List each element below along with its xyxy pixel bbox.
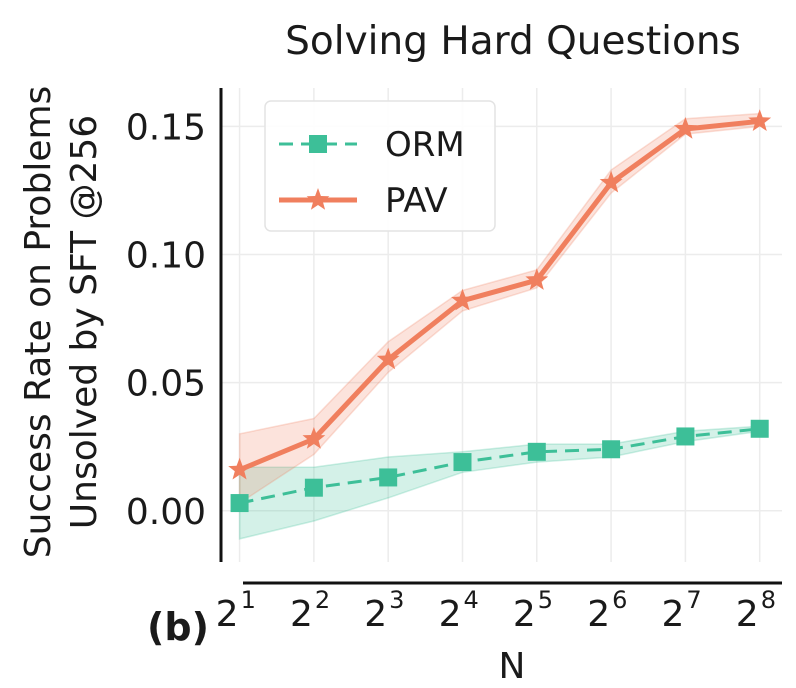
x-tick-label-2: 2 xyxy=(364,594,387,635)
legend-marker-pav xyxy=(306,188,330,210)
y-tick-label-0: 0.00 xyxy=(126,492,206,533)
x-tick-label-3: 2 xyxy=(439,594,462,635)
x-tick-exponent-2: 3 xyxy=(389,586,404,614)
x-tick-label-5: 2 xyxy=(587,594,610,635)
chart-title: Solving Hard Questions xyxy=(285,19,741,64)
pav-confidence-band xyxy=(238,112,761,505)
series-lines xyxy=(238,118,760,505)
pav-line xyxy=(238,118,760,473)
x-tick-label-4: 2 xyxy=(513,594,536,635)
legend: ORM PAV xyxy=(264,100,496,232)
x-tick-exponent-0: 1 xyxy=(241,586,256,614)
orm-point-2 xyxy=(379,468,398,487)
x-tick-exponent-7: 8 xyxy=(761,586,776,614)
x-tick-label-6: 2 xyxy=(661,594,684,635)
legend-box xyxy=(264,100,496,232)
x-tick-label-7: 2 xyxy=(736,594,759,635)
legend-label-orm: ORM xyxy=(385,125,465,165)
x-tick-label-1: 2 xyxy=(290,594,313,635)
x-axis-label: N xyxy=(499,646,526,687)
pav-point-6 xyxy=(674,117,697,139)
x-tick-label-0: 2 xyxy=(216,594,239,635)
pav-point-0 xyxy=(228,457,251,480)
orm-line xyxy=(239,427,760,505)
orm-point-4 xyxy=(527,442,546,461)
y-tick-label-3: 0.15 xyxy=(126,107,206,148)
pav-point-3 xyxy=(451,288,474,311)
pav-point-1 xyxy=(302,427,326,449)
series-markers xyxy=(228,109,772,513)
x-tick-exponent-6: 7 xyxy=(686,586,701,614)
orm-point-0 xyxy=(230,494,249,513)
orm-point-1 xyxy=(304,478,323,497)
y-axis-label-line-1: Success Rate on Problems xyxy=(18,86,59,559)
legend-label-pav: PAV xyxy=(385,181,448,221)
orm-point-7 xyxy=(750,419,769,438)
orm-point-6 xyxy=(676,427,695,446)
y-tick-label-2: 0.10 xyxy=(126,236,206,277)
legend-marker-orm xyxy=(309,135,327,153)
y-axis-label-line-2: Unsolved by SFT @256 xyxy=(64,115,105,529)
x-tick-exponent-1: 2 xyxy=(315,586,330,614)
x-tick-exponent-4: 5 xyxy=(538,586,553,614)
x-tick-exponent-3: 4 xyxy=(463,586,478,614)
orm-point-3 xyxy=(453,453,472,472)
y-axis-label: Success Rate on Problems Unsolved by SFT… xyxy=(18,86,105,559)
x-tick-exponent-5: 6 xyxy=(612,586,627,614)
panel-label: (b) xyxy=(147,605,209,649)
y-tick-labels: 0.00 0.05 0.10 0.15 xyxy=(126,107,206,532)
pav-point-5 xyxy=(599,170,623,193)
pav-point-4 xyxy=(525,268,549,290)
pav-point-7 xyxy=(748,109,772,131)
orm-point-5 xyxy=(602,440,621,459)
y-tick-label-1: 0.05 xyxy=(126,364,206,405)
pav-point-2 xyxy=(376,347,400,370)
